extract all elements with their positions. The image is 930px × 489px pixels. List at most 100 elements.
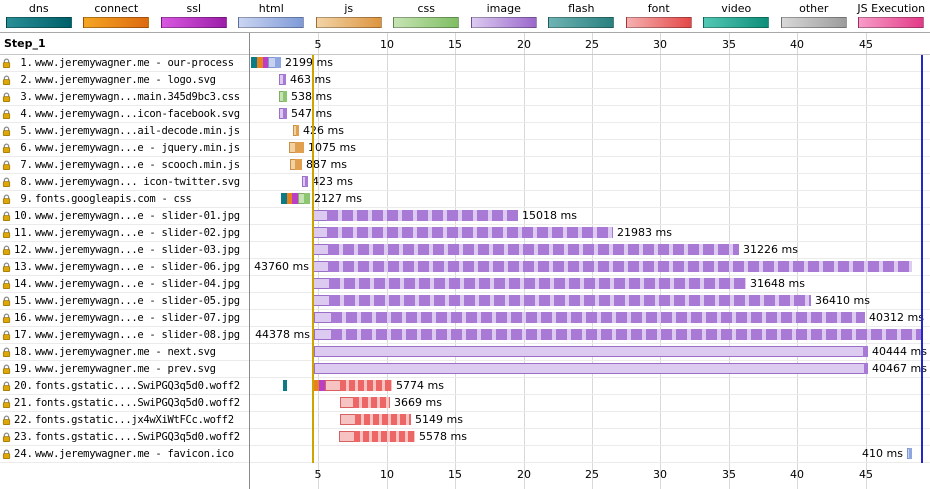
legend-item: connect bbox=[78, 0, 156, 28]
waterfall-row[interactable]: 40467 ms bbox=[250, 361, 930, 378]
request-label: www.jeremywagner.me - next.svg bbox=[35, 346, 216, 358]
request-bar[interactable] bbox=[314, 346, 868, 357]
request-row[interactable]: 9. fonts.googleapis.com - css bbox=[0, 191, 249, 208]
waterfall-row[interactable]: 547 ms bbox=[250, 106, 930, 123]
request-row[interactable]: 11. www.jeremywagn...e - slider-02.jpg bbox=[0, 225, 249, 242]
waterfall-row[interactable]: 15018 ms bbox=[250, 208, 930, 225]
request-label: fonts.gstatic...jx4wXiWtFCc.woff2 bbox=[35, 414, 234, 426]
content-download-bar[interactable] bbox=[331, 312, 865, 323]
request-row[interactable]: 14. www.jeremywagn...e - slider-04.jpg bbox=[0, 276, 249, 293]
request-row[interactable]: 4. www.jeremywagn...icon-facebook.svg bbox=[0, 106, 249, 123]
dns-segment[interactable] bbox=[283, 380, 287, 391]
request-row[interactable]: 1. www.jeremywagner.me - our-process bbox=[0, 55, 249, 72]
request-row[interactable]: 17. www.jeremywagn...e - slider-08.jpg bbox=[0, 327, 249, 344]
request-row[interactable]: 3. www.jeremywagn...main.345d9bc3.css bbox=[0, 89, 249, 106]
waterfall-row[interactable]: 887 ms bbox=[250, 157, 930, 174]
content-download-bar[interactable] bbox=[329, 295, 811, 306]
waterfall-row[interactable]: 40444 ms bbox=[250, 344, 930, 361]
waterfall-row[interactable]: 463 ms bbox=[250, 72, 930, 89]
content-download-bar[interactable] bbox=[305, 176, 308, 187]
waterfall-row[interactable]: 31648 ms bbox=[250, 276, 930, 293]
request-number: 14. bbox=[13, 278, 33, 290]
waterfall-row[interactable]: 538 ms bbox=[250, 89, 930, 106]
request-row[interactable]: 2. www.jeremywagner.me - logo.svg bbox=[0, 72, 249, 89]
content-download-bar[interactable] bbox=[283, 108, 287, 119]
waterfall-row[interactable]: 426 ms bbox=[250, 123, 930, 140]
duration-label: 426 ms bbox=[303, 124, 344, 138]
request-row[interactable]: 12. www.jeremywagn...e - slider-03.jpg bbox=[0, 242, 249, 259]
waterfall-row[interactable]: 1075 ms bbox=[250, 140, 930, 157]
request-row[interactable]: 24. www.jeremywagner.me - favicon.ico bbox=[0, 446, 249, 463]
legend-swatch bbox=[6, 17, 72, 28]
request-bar[interactable] bbox=[314, 363, 868, 374]
legend-swatch bbox=[393, 17, 459, 28]
axis-tick-label: 35 bbox=[716, 468, 742, 481]
waterfall-row[interactable]: 40312 ms bbox=[250, 310, 930, 327]
waterfall-row[interactable]: 36410 ms bbox=[250, 293, 930, 310]
content-download-bar[interactable] bbox=[328, 244, 739, 255]
request-number: 3. bbox=[13, 91, 33, 103]
request-number: 5. bbox=[13, 125, 33, 137]
duration-label: 40312 ms bbox=[869, 311, 924, 325]
content-download-bar[interactable] bbox=[340, 380, 392, 391]
request-row[interactable]: 21. fonts.gstatic....SwiPGQ3q5d0.woff2 bbox=[0, 395, 249, 412]
request-row[interactable]: 23. fonts.gstatic....SwiPGQ3q5d0.woff2 bbox=[0, 429, 249, 446]
request-row[interactable]: 18. www.jeremywagner.me - next.svg bbox=[0, 344, 249, 361]
duration-label: 547 ms bbox=[291, 107, 332, 121]
content-download-bar[interactable] bbox=[864, 363, 868, 374]
content-download-bar[interactable] bbox=[283, 91, 287, 102]
request-row[interactable]: 16. www.jeremywagn...e - slider-07.jpg bbox=[0, 310, 249, 327]
content-download-bar[interactable] bbox=[327, 227, 613, 238]
request-row[interactable]: 15. www.jeremywagn...e - slider-05.jpg bbox=[0, 293, 249, 310]
content-download-bar[interactable] bbox=[304, 193, 310, 204]
request-number: 12. bbox=[13, 244, 33, 256]
request-list: Step_1 1. www.jeremywagner.me - our-proc… bbox=[0, 33, 250, 489]
content-download-bar[interactable] bbox=[328, 261, 912, 272]
lock-icon bbox=[2, 313, 11, 324]
axis-tick-label: 30 bbox=[647, 468, 673, 481]
waterfall-row[interactable]: 2199 ms bbox=[250, 55, 930, 72]
waterfall-row[interactable]: 423 ms bbox=[250, 174, 930, 191]
content-download-bar[interactable] bbox=[283, 74, 286, 85]
legend-item: font bbox=[620, 0, 698, 28]
request-row[interactable]: 20. fonts.gstatic....SwiPGQ3q5d0.woff2 bbox=[0, 378, 249, 395]
content-download-bar[interactable] bbox=[863, 346, 868, 357]
content-download-bar[interactable] bbox=[295, 142, 304, 153]
waterfall-row[interactable]: 44378 ms bbox=[250, 327, 930, 344]
content-download-bar[interactable] bbox=[354, 431, 415, 442]
duration-label: 3669 ms bbox=[394, 396, 442, 410]
request-number: 6. bbox=[13, 142, 33, 154]
content-download-bar[interactable] bbox=[353, 397, 390, 408]
content-download-bar[interactable] bbox=[295, 159, 302, 170]
request-row[interactable]: 5. www.jeremywagn...ail-decode.min.js bbox=[0, 123, 249, 140]
request-number: 10. bbox=[13, 210, 33, 222]
request-row[interactable]: 10. www.jeremywagn...e - slider-01.jpg bbox=[0, 208, 249, 225]
request-row[interactable]: 13. www.jeremywagn...e - slider-06.jpg bbox=[0, 259, 249, 276]
waterfall-row[interactable]: 2127 ms bbox=[250, 191, 930, 208]
content-download-bar[interactable] bbox=[355, 414, 411, 425]
content-download-bar[interactable] bbox=[909, 448, 912, 459]
content-download-bar[interactable] bbox=[331, 329, 921, 340]
content-download-bar[interactable] bbox=[329, 278, 746, 289]
content-download-bar[interactable] bbox=[296, 125, 299, 136]
legend-item: html bbox=[233, 0, 311, 28]
content-download-bar[interactable] bbox=[327, 210, 518, 221]
request-row[interactable]: 8. www.jeremywagn... icon-twitter.svg bbox=[0, 174, 249, 191]
content-download-bar[interactable] bbox=[275, 57, 281, 68]
waterfall-row[interactable]: 43760 ms bbox=[250, 259, 930, 276]
request-row[interactable]: 7. www.jeremywagn...e - scooch.min.js bbox=[0, 157, 249, 174]
waterfall-row[interactable]: 21983 ms bbox=[250, 225, 930, 242]
legend-swatch bbox=[238, 17, 304, 28]
waterfall-row[interactable]: 5578 ms bbox=[250, 429, 930, 446]
request-row[interactable]: 19. www.jeremywagner.me - prev.svg bbox=[0, 361, 249, 378]
waterfall-row[interactable]: 5774 ms bbox=[250, 378, 930, 395]
request-row[interactable]: 22. fonts.gstatic...jx4wXiWtFCc.woff2 bbox=[0, 412, 249, 429]
duration-label: 44378 ms bbox=[255, 328, 310, 342]
waterfall-row[interactable]: 31226 ms bbox=[250, 242, 930, 259]
waterfall-row[interactable]: 5149 ms bbox=[250, 412, 930, 429]
request-row[interactable]: 6. www.jeremywagn...e - jquery.min.js bbox=[0, 140, 249, 157]
lock-icon bbox=[2, 245, 11, 256]
waterfall-row[interactable]: 410 ms bbox=[250, 446, 930, 463]
legend-swatch bbox=[548, 17, 614, 28]
waterfall-row[interactable]: 3669 ms bbox=[250, 395, 930, 412]
